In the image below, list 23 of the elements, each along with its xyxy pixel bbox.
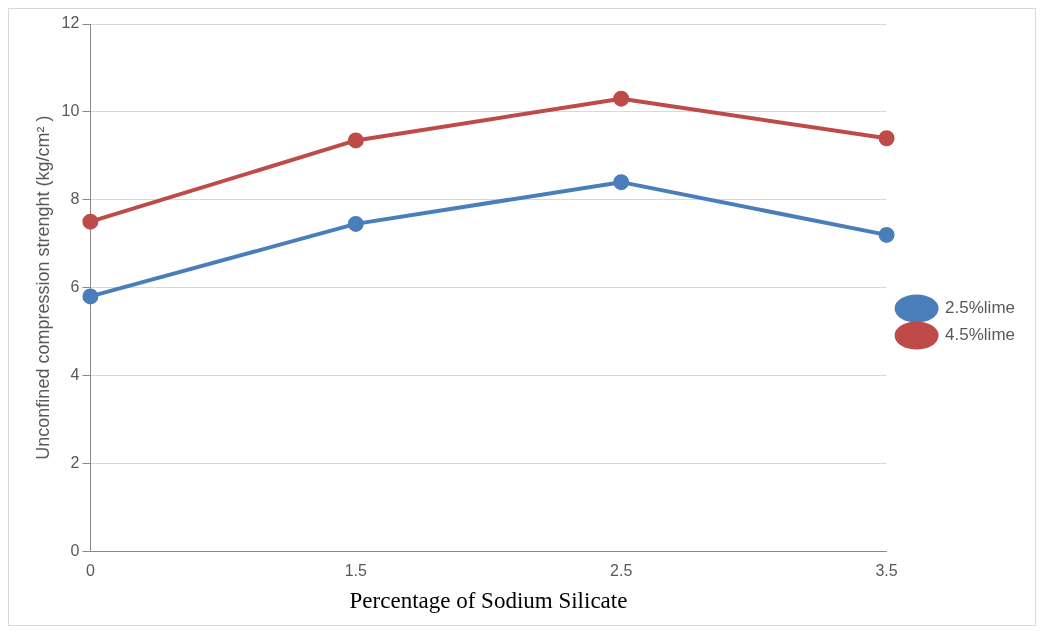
point bbox=[878, 226, 895, 243]
point bbox=[878, 130, 895, 147]
point bbox=[82, 288, 99, 305]
x-tick-label: 1.5 bbox=[344, 562, 368, 580]
point bbox=[613, 90, 630, 107]
point bbox=[613, 174, 630, 191]
point bbox=[82, 213, 99, 230]
point bbox=[347, 132, 364, 149]
x-tick-label: 0 bbox=[85, 562, 95, 580]
y-tick-label: 0 bbox=[70, 541, 80, 559]
y-axis-title: Unconfined compression strenght (kg/cm² ) bbox=[32, 115, 53, 460]
x-axis-title: Percentage of Sodium Silicate bbox=[349, 588, 628, 614]
x-tick-label: 2.5 bbox=[610, 562, 633, 580]
point bbox=[347, 215, 364, 232]
legend-label: 2.5%lime bbox=[945, 298, 1015, 318]
legend-label: 4.5%lime bbox=[945, 325, 1015, 345]
y-tick-label: 12 bbox=[61, 14, 80, 32]
y-tick-label: 6 bbox=[70, 278, 80, 296]
y-tick-label: 2 bbox=[70, 453, 80, 471]
y-tick-label: 8 bbox=[70, 190, 80, 208]
y-tick-label: 4 bbox=[70, 365, 80, 383]
x-tick-label: 3.5 bbox=[875, 562, 898, 580]
y-tick-label: 10 bbox=[61, 102, 80, 120]
